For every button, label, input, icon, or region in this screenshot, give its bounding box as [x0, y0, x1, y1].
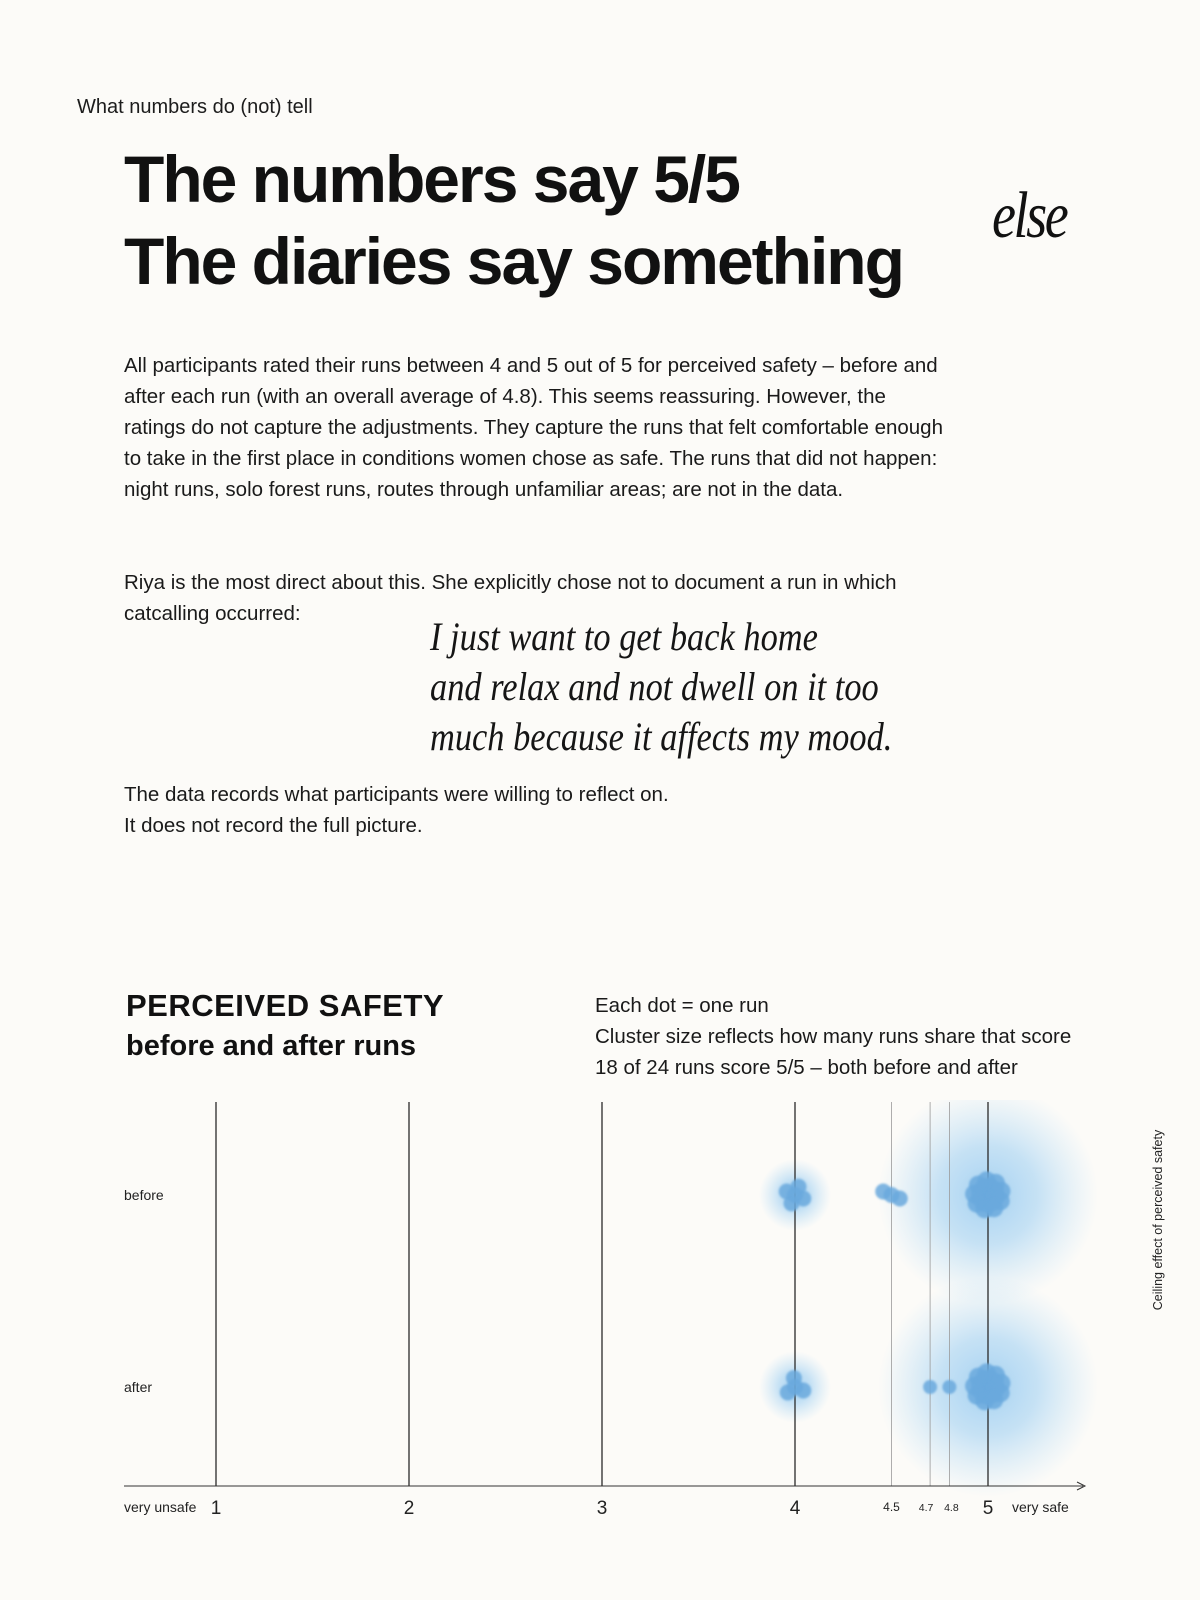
dot-before-4-5-2: [875, 1183, 892, 1200]
quote-line-1: I just want to get back home: [430, 614, 818, 659]
pull-quote: I just want to get back home and relax a…: [430, 612, 963, 762]
dot-before-5-17: [985, 1199, 1004, 1218]
quote-line-3: much because it affects my mood.: [430, 714, 893, 759]
x-max-label: very safe: [1012, 1499, 1069, 1515]
legend-line-1: Each dot = one run: [595, 994, 769, 1017]
tick-label-2: 2: [404, 1498, 415, 1519]
legend-line-2: Cluster size reflects how many runs shar…: [595, 1025, 1072, 1048]
legend-line-3: 18 of 24 runs score 5/5 – both before an…: [595, 1056, 1018, 1079]
eyebrow-title: What numbers do (not) tell: [77, 96, 313, 118]
dot-after-4-1: [795, 1382, 812, 1399]
dot-after-4-7-0: [923, 1380, 938, 1394]
dot-after-5-17: [985, 1391, 1004, 1410]
x-axis-arrow: [1076, 1481, 1087, 1491]
paragraph-ratings: All participants rated their runs betwee…: [124, 354, 943, 501]
tick-label-1: 1: [211, 1498, 222, 1519]
safety-chart: 1 2 3 4 5 4.5 4.7 4.8 very unsafe very safe before…: [124, 1100, 1098, 1519]
tick-label-4: 4: [790, 1498, 801, 1519]
conclusion-line-2: It does not record the full picture.: [124, 814, 423, 837]
chart-title: PERCEIVED SAFETY: [126, 988, 445, 1023]
x-min-label: very unsafe: [124, 1499, 197, 1515]
paragraph-conclusion: The data records what participants were …: [124, 779, 944, 841]
dot-after-4-8-0: [942, 1380, 957, 1394]
headline-line-1: The numbers say 5/5: [124, 142, 741, 216]
dot-after-4-3: [785, 1370, 802, 1387]
dot-before-4-5-1: [891, 1190, 908, 1207]
paragraph-riya: Riya is the most direct about this. She …: [124, 571, 897, 625]
row-label-before: before: [124, 1187, 164, 1203]
quote-line-2: and relax and not dwell on it too: [430, 664, 879, 709]
chart-legend: Each dot = one run Cluster size reflects…: [595, 990, 1071, 1083]
headline-line-2: The diaries say something: [124, 224, 905, 298]
minor-tick-label-4-8: 4.8: [944, 1502, 959, 1514]
minor-tick-label-4-7: 4.7: [919, 1502, 934, 1514]
chart-subtitle: before and after runs: [126, 1030, 417, 1062]
dot-before-4-4: [790, 1178, 807, 1195]
headline: The numbers say 5/5 The diaries say some…: [124, 138, 905, 302]
headline-accent: else: [992, 179, 1069, 252]
tick-label-3: 3: [597, 1498, 608, 1519]
row-label-after: after: [124, 1379, 152, 1395]
minor-tick-label-4-5: 4.5: [883, 1500, 900, 1514]
dot-after-4-2: [779, 1384, 796, 1401]
tick-label-5: 5: [983, 1498, 994, 1519]
conclusion-line-1: The data records what participants were …: [124, 783, 669, 806]
